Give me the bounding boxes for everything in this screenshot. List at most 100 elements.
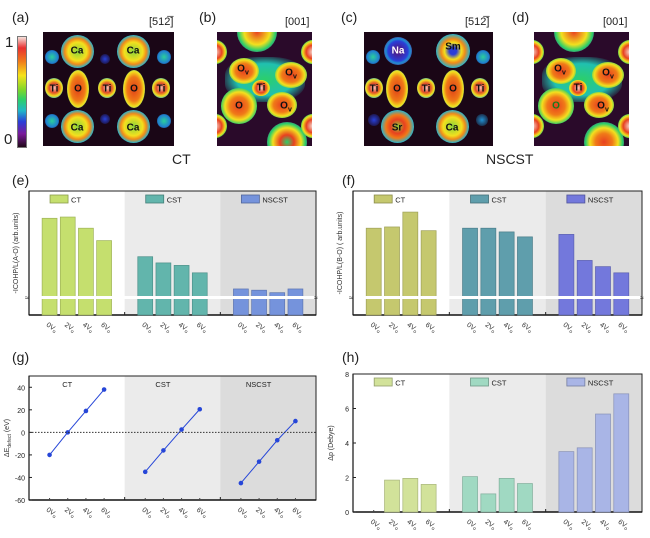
atom-symbol: O <box>285 67 293 79</box>
x-tick-label-sub: o <box>260 329 266 336</box>
x-tick-label-num: 4V <box>502 519 513 530</box>
bar <box>498 478 515 513</box>
bar <box>480 493 497 513</box>
bar <box>191 272 208 316</box>
y-axis-label: -ICOHP/L(A-O) (arb.units) <box>13 213 20 294</box>
panel-label-g: (g) <box>12 349 30 365</box>
atom-label: Ti <box>102 83 112 95</box>
x-tick-label-sub: o <box>430 526 436 533</box>
atom-label: Ov <box>237 64 249 77</box>
x-tick-label-sub: o <box>623 526 629 533</box>
x-tick-label-num: 0V <box>369 322 380 333</box>
charge-density-map-a: Ca Ca Ti O Ti O Ti Ca Ca <box>43 32 174 146</box>
direction-label-d: [001] <box>603 16 628 28</box>
bar <box>155 262 172 316</box>
x-tick-label-sub: o <box>568 329 574 336</box>
x-tick-label-num: 0V <box>45 507 56 518</box>
x-tick-label-sub: o <box>183 329 189 336</box>
x-tick-label-sub: o <box>375 329 381 336</box>
direction-label-a: [512̅] <box>149 16 174 28</box>
x-tick-label-sub: o <box>508 526 514 533</box>
legend-swatch <box>566 377 586 387</box>
x-tick-label: 6Vo <box>519 322 533 336</box>
bar <box>517 483 533 513</box>
legend-label: CT <box>395 379 405 388</box>
y-tick-label: 20 <box>17 408 25 415</box>
legend-swatch <box>373 194 393 204</box>
x-tick-label: 0Vo <box>235 507 249 521</box>
panel-label-f: (f) <box>342 172 356 188</box>
x-tick-label: 4Vo <box>80 507 94 521</box>
x-tick-label-num: 6V <box>195 507 206 518</box>
x-tick-label-sub: o <box>604 329 610 336</box>
x-tick-label-num: 4V <box>502 322 513 333</box>
axis-break-gap <box>354 296 641 299</box>
series-line <box>240 420 296 484</box>
atom-label: Ov <box>597 101 609 114</box>
y-axis-label: -ICOHP/L(B-O) ( arb.units) <box>337 212 344 295</box>
bar <box>402 211 419 316</box>
y-axis-label-main: ΔE <box>4 447 11 457</box>
x-tick-label-num: 2V <box>387 322 398 333</box>
x-tick-label-num: 6V <box>520 322 531 333</box>
x-tick-label: 0Vo <box>368 519 382 533</box>
atom-subscript: v <box>244 69 249 77</box>
atom-subscript: v <box>561 69 566 77</box>
direction-label-b: [001] <box>285 16 310 28</box>
bar <box>78 227 94 316</box>
x-tick-label-num: 4V <box>598 322 609 333</box>
x-tick-label-num: 4V <box>177 507 188 518</box>
atom-label: Ca <box>445 122 459 134</box>
x-tick-label: 0Vo <box>368 322 382 336</box>
bar <box>384 479 400 513</box>
x-tick-label-num: 2V <box>254 322 265 333</box>
x-tick-label-num: 2V <box>159 507 170 518</box>
x-tick-label-sub: o <box>526 329 532 336</box>
axis-break-mark-right: ≈ <box>640 295 644 302</box>
x-tick-label-num: 6V <box>616 519 627 530</box>
colorbar-min-label: 0 <box>4 131 13 148</box>
legend-label: CST <box>492 196 507 205</box>
x-tick-label: 2Vo <box>386 322 400 336</box>
charge-density-map-d: Ov Ov Ti O Ov <box>534 32 629 146</box>
x-tick-label-sub: o <box>526 526 532 533</box>
x-tick-label-num: 2V <box>63 507 74 518</box>
x-tick-label-sub: o <box>604 526 610 533</box>
atom-subscript: v <box>609 73 614 81</box>
bar <box>59 216 76 316</box>
bar <box>137 256 154 316</box>
x-tick-label-num: 0V <box>369 519 380 530</box>
atom-label: Ti <box>475 83 485 95</box>
x-tick-label: 6Vo <box>616 519 630 533</box>
atom-label: Na <box>391 45 405 57</box>
y-tick-label: 2 <box>345 476 349 483</box>
bar <box>402 478 419 513</box>
legend-swatch <box>470 377 489 387</box>
atom-label: Ov <box>280 101 292 114</box>
panel-label-c: (c) <box>341 9 358 25</box>
x-tick-label-num: 4V <box>406 519 417 530</box>
x-tick-label-sub: o <box>375 526 381 533</box>
data-point <box>142 469 148 475</box>
bar <box>576 447 593 513</box>
x-tick-label-num: 4V <box>598 519 609 530</box>
group-title: CT <box>62 380 72 389</box>
x-tick-label-sub: o <box>279 329 285 336</box>
x-tick-label: 6Vo <box>519 519 533 533</box>
bar <box>498 231 515 316</box>
data-point <box>274 437 280 443</box>
x-tick-label-sub: o <box>412 526 418 533</box>
atom-label: O <box>130 83 138 95</box>
x-tick-label-sub: o <box>508 329 514 336</box>
x-tick-label: 4Vo <box>597 322 611 336</box>
y-tick-label: -40 <box>15 475 25 482</box>
atom-label: Ti <box>156 83 166 95</box>
x-tick-label: 2Vo <box>62 507 76 521</box>
x-tick-label-sub: o <box>87 329 93 336</box>
legend-label: CT <box>71 196 81 205</box>
data-point <box>161 448 166 453</box>
bar <box>384 226 400 316</box>
